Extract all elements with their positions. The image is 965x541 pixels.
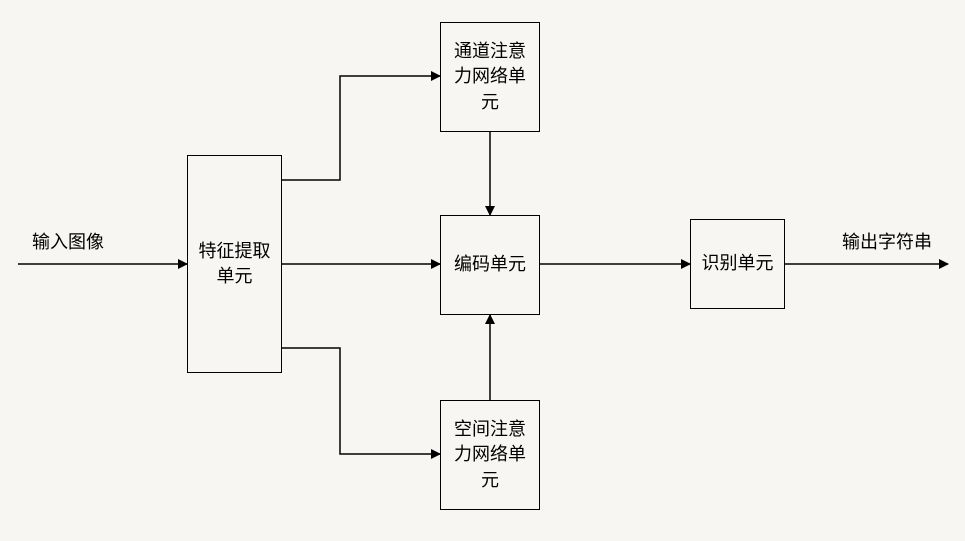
node-encoder: 编码单元 bbox=[440, 215, 540, 315]
edge-feature-to-spatial bbox=[282, 348, 440, 454]
node-spatial-attention: 空间注意 力网络单 元 bbox=[440, 400, 540, 510]
output-label: 输出字符串 bbox=[842, 228, 932, 254]
edge-feature-to-channel bbox=[282, 76, 440, 180]
input-label: 输入图像 bbox=[32, 228, 104, 254]
node-feature-extract: 特征提取 单元 bbox=[187, 155, 282, 373]
node-channel-attention: 通道注意 力网络单 元 bbox=[440, 22, 540, 132]
node-recognizer: 识别单元 bbox=[690, 219, 785, 309]
